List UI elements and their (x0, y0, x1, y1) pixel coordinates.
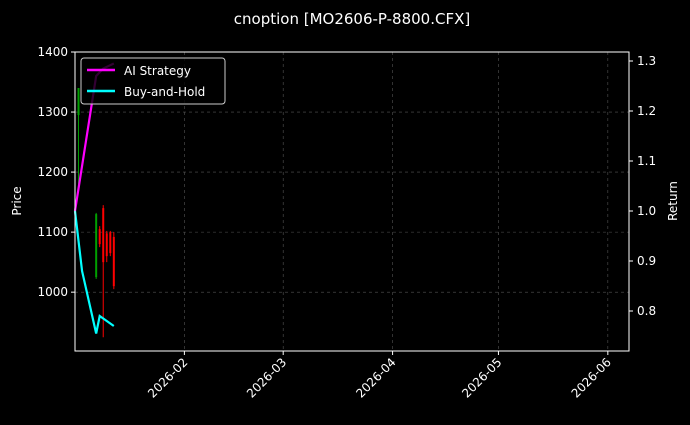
y-tick-label: 1100 (37, 225, 68, 239)
y-tick-label: 1300 (37, 105, 68, 119)
legend-label-ai-strategy: AI Strategy (124, 64, 191, 78)
y-right-tick-label: 0.8 (637, 304, 656, 318)
x-tick-label: 2026-02 (145, 355, 190, 400)
y-tick-label: 1000 (37, 285, 68, 299)
y-axis-label: Price (10, 186, 24, 215)
x-tick-label: 2026-05 (459, 355, 504, 400)
y-tick-label: 1200 (37, 165, 68, 179)
y-right-tick-label: 1.3 (637, 54, 656, 68)
candle-body (112, 236, 115, 287)
candle-body (98, 229, 101, 245)
y-tick-label: 1400 (37, 45, 68, 59)
candle-body (109, 232, 112, 254)
y-right-tick-label: 1.2 (637, 104, 656, 118)
candles (77, 88, 115, 338)
y-right-tick-label: 1.0 (637, 204, 656, 218)
legend-label-buy-and-hold: Buy-and-Hold (124, 85, 205, 99)
chart-title: cnoption [MO2606-P-8800.CFX] (234, 10, 470, 28)
y-right-tick-label: 0.9 (637, 254, 656, 268)
x-tick-label: 2026-04 (353, 355, 398, 400)
y-right-tick-label: 1.1 (637, 154, 656, 168)
candle-body (102, 208, 105, 263)
y-axis-right-label: Return (666, 181, 680, 221)
candle-body (77, 88, 80, 116)
legend-frame (80, 57, 226, 105)
x-tick-label: 2026-06 (569, 355, 614, 400)
legend: AI Strategy Buy-and-Hold (80, 57, 226, 105)
candle-body (95, 214, 98, 278)
series-line-buy-and-hold (73, 210, 115, 334)
candle-body (105, 233, 108, 257)
plot-frame (74, 51, 630, 352)
x-tick-label: 2026-03 (244, 355, 289, 400)
